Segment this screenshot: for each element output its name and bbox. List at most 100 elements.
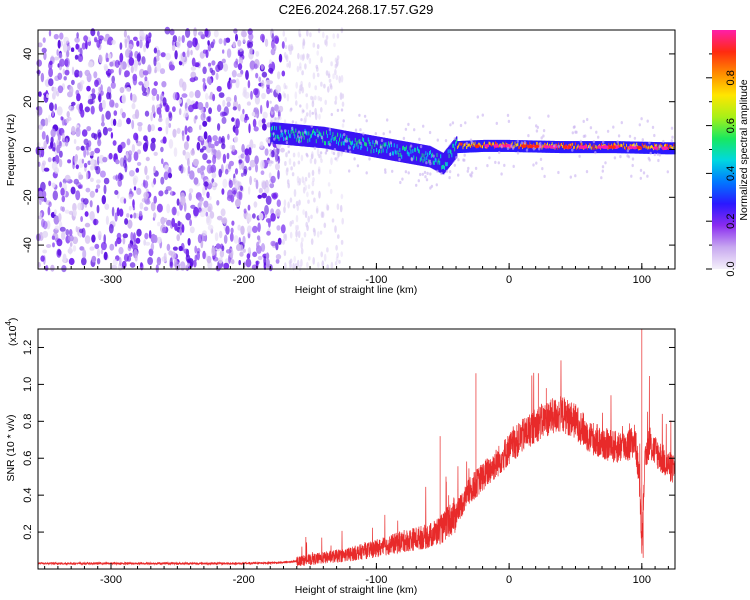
noise-fringe-blob [299, 54, 303, 61]
noise-blob [89, 200, 93, 208]
noise-fringe-blob [326, 264, 330, 270]
noise-fringe-blob [332, 73, 335, 80]
band-halo [313, 125, 315, 148]
band-speckle [449, 123, 452, 127]
noise-blob [79, 246, 84, 251]
noise-blob [43, 140, 47, 150]
noise-blob [94, 166, 99, 171]
band-core [557, 146, 559, 150]
noise-blob [180, 164, 184, 174]
band-speckle [429, 162, 432, 166]
noise-blob [199, 210, 206, 218]
band-halo [660, 142, 662, 155]
noise-blob [274, 37, 279, 45]
band-core [456, 139, 458, 144]
noise-blob [277, 237, 282, 245]
band-speckle [300, 118, 303, 122]
band-speckle [523, 141, 527, 145]
noise-fringe-blob [304, 115, 307, 123]
band-speckle [653, 153, 656, 157]
noise-blob [225, 249, 232, 254]
noise-fringe-blob [286, 179, 290, 185]
noise-blob [240, 185, 243, 191]
noise-blob [245, 258, 252, 268]
noise-blob [251, 111, 256, 117]
noise-blob [133, 132, 139, 141]
band-core [327, 141, 330, 146]
noise-blob [276, 225, 281, 231]
noise-fringe-blob [288, 60, 292, 69]
band-speckle [464, 121, 467, 125]
band-speckle [305, 152, 308, 156]
noise-blob [275, 253, 282, 260]
band-speckle [422, 124, 425, 128]
noise-fringe-blob [292, 161, 296, 167]
noise-blob [145, 40, 150, 49]
noise-blob [91, 234, 96, 243]
noise-fringe-blob [302, 209, 305, 216]
band-speckle [407, 171, 410, 175]
noise-blob [253, 143, 256, 149]
colorbar-tick-label: 0.0 [725, 261, 737, 276]
noise-blob [257, 194, 263, 199]
noise-blob [197, 234, 202, 244]
noise-blob [238, 260, 241, 266]
band-core [362, 137, 364, 142]
noise-fringe-blob [313, 197, 316, 203]
band-speckle [389, 141, 392, 145]
noise-fringe-blob [330, 61, 333, 67]
band-core [354, 137, 357, 142]
noise-blob [46, 244, 52, 248]
band-speckle [656, 152, 659, 156]
noise-blob [72, 209, 77, 217]
noise-blob [151, 88, 158, 96]
band-speckle [429, 172, 432, 176]
band-core [641, 143, 644, 147]
noise-blob [246, 213, 252, 223]
noise-blob [79, 102, 83, 112]
noise-blob [112, 140, 117, 146]
noise-fringe-blob [324, 39, 327, 46]
noise-blob [211, 145, 215, 154]
noise-blob [64, 174, 71, 182]
noise-blob [86, 126, 92, 132]
noise-blob [47, 206, 51, 216]
noise-blob [261, 118, 266, 124]
noise-blob [147, 257, 154, 265]
band-speckle [476, 115, 479, 119]
band-speckle [409, 144, 413, 148]
noise-blob [226, 152, 230, 160]
noise-blob [262, 111, 268, 119]
band-halo [409, 142, 411, 164]
noise-blob [216, 200, 220, 206]
band-halo [390, 138, 392, 161]
band-core [614, 142, 616, 146]
noise-fringe-blob [293, 255, 297, 263]
noise-blob [150, 112, 153, 122]
band-halo [324, 126, 326, 149]
noise-blob [73, 155, 78, 165]
noise-blob [127, 43, 133, 50]
band-core [671, 146, 673, 150]
noise-blob [202, 230, 207, 237]
noise-blob [108, 223, 114, 234]
band-speckle [328, 143, 332, 147]
band-speckle [353, 157, 356, 161]
noise-fringe-blob [305, 102, 309, 110]
noise-blob [247, 247, 251, 253]
noise-blob [141, 33, 146, 38]
band-core [632, 144, 634, 147]
band-halo [313, 125, 316, 148]
noise-blob [212, 39, 216, 45]
band-speckle [284, 129, 287, 133]
noise-blob [135, 237, 141, 244]
noise-blob [160, 216, 166, 225]
band-core [393, 143, 396, 148]
band-halo [479, 140, 481, 153]
noise-blob [232, 41, 236, 48]
noise-blob [156, 256, 162, 266]
band-speckle [648, 141, 651, 145]
band-halo [300, 124, 303, 147]
band-core [331, 135, 333, 140]
spectrogram-y-label: Frequency (Hz) [5, 114, 17, 186]
